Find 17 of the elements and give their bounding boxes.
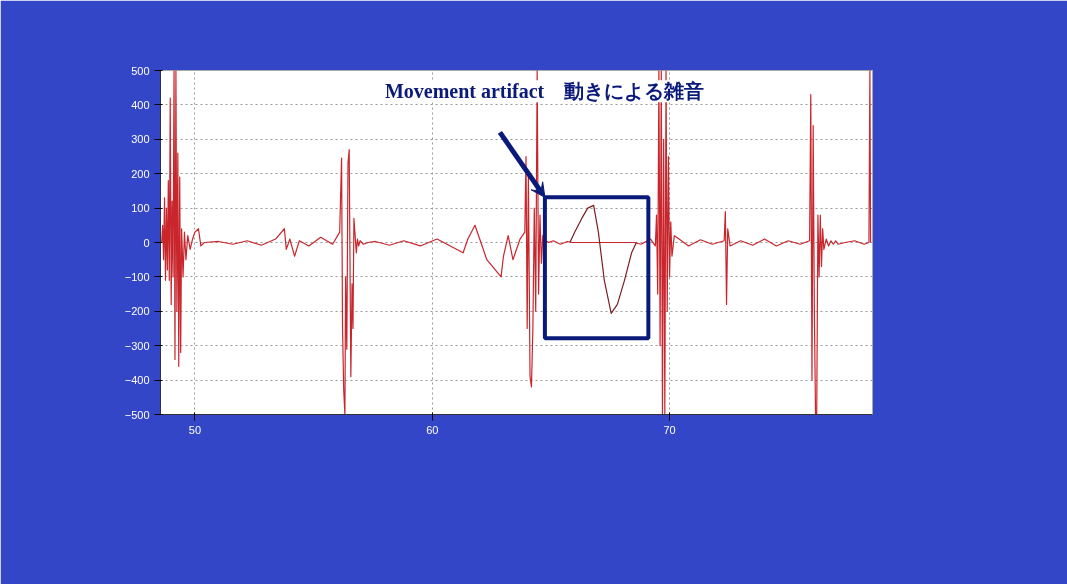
x-tick-label: 50 bbox=[188, 423, 202, 436]
y-tick-label: 400 bbox=[131, 98, 150, 111]
y-tick-label: −200 bbox=[124, 305, 150, 318]
y-tick-label: 0 bbox=[143, 236, 150, 249]
x-tick-label: 60 bbox=[426, 423, 439, 436]
line-series bbox=[569, 204, 637, 314]
y-tick-label: −500 bbox=[124, 408, 150, 421]
y-tick-label: 100 bbox=[131, 202, 150, 215]
y-tick-label: −100 bbox=[124, 270, 150, 283]
y-tick-label: −300 bbox=[124, 339, 150, 352]
x-tick-label: 70 bbox=[663, 423, 676, 436]
y-tick-label: 500 bbox=[131, 64, 150, 77]
line-series bbox=[161, 70, 872, 415]
y-tick-label: −400 bbox=[124, 374, 150, 387]
y-tick-label: 200 bbox=[131, 167, 150, 180]
y-tick-label: 300 bbox=[131, 133, 150, 146]
annotation: Movement artifact 動きによる雑音 bbox=[384, 80, 705, 103]
